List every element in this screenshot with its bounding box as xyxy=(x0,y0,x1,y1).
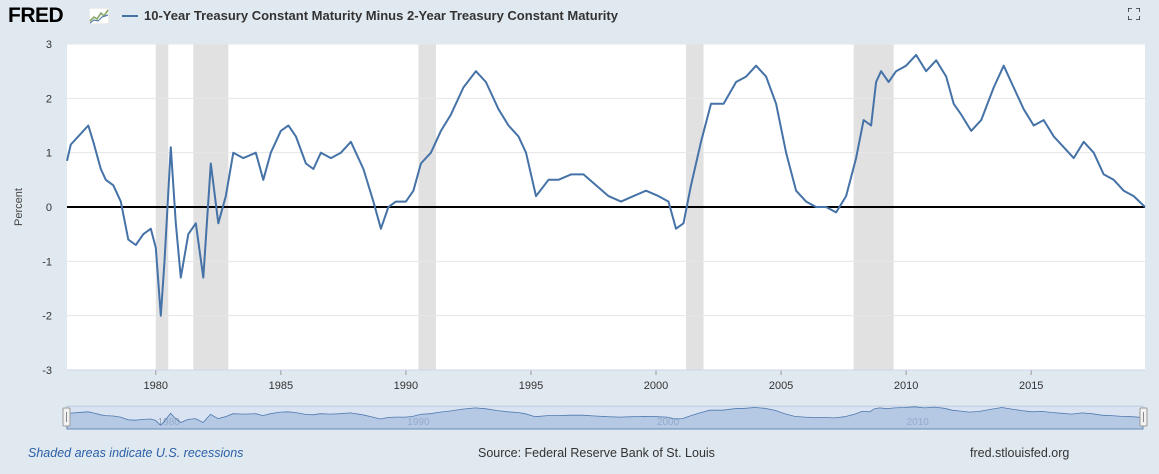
x-tick-label: 1990 xyxy=(394,380,418,392)
legend-line-swatch xyxy=(122,14,138,17)
fred-logo[interactable]: FRED xyxy=(8,4,64,27)
navigator[interactable]: 1980199020002010 xyxy=(62,405,1148,430)
x-tick-label: 1980 xyxy=(144,380,168,392)
x-tick-label: 2000 xyxy=(644,380,668,392)
y-tick-label: -1 xyxy=(42,256,52,268)
y-tick-label: 3 xyxy=(46,39,52,51)
y-tick-label: -3 xyxy=(42,365,52,377)
x-tick-label: 1985 xyxy=(269,380,293,392)
x-tick-label: 2015 xyxy=(1019,380,1043,392)
x-tick-label: 2010 xyxy=(894,380,918,392)
y-tick-label: -2 xyxy=(42,311,52,323)
series-line[interactable] xyxy=(66,53,1146,317)
navigator-selection[interactable] xyxy=(67,406,1143,429)
fred-url[interactable]: fred.stlouisfed.org xyxy=(970,446,1070,460)
navigator-series-area xyxy=(66,406,1144,430)
fred-logo-graph-icon xyxy=(89,8,109,24)
x-tick-label: 2005 xyxy=(769,380,793,392)
y-tick-label: 2 xyxy=(46,93,52,105)
y-axis-label: Percent xyxy=(13,188,25,226)
y-tick-label: 0 xyxy=(46,202,52,214)
recession-note-link[interactable]: Shaded areas indicate U.S. recessions xyxy=(28,446,244,460)
x-tick-label: 1995 xyxy=(519,380,543,392)
series-title: 10-Year Treasury Constant Maturity Minus… xyxy=(144,8,618,23)
source-text: Source: Federal Reserve Bank of St. Loui… xyxy=(478,446,715,460)
y-tick-label: 1 xyxy=(46,148,52,160)
chart-header: FRED 10-Year Treasury Constant Maturity … xyxy=(0,0,1159,32)
series-legend[interactable]: 10-Year Treasury Constant Maturity Minus… xyxy=(122,8,618,23)
